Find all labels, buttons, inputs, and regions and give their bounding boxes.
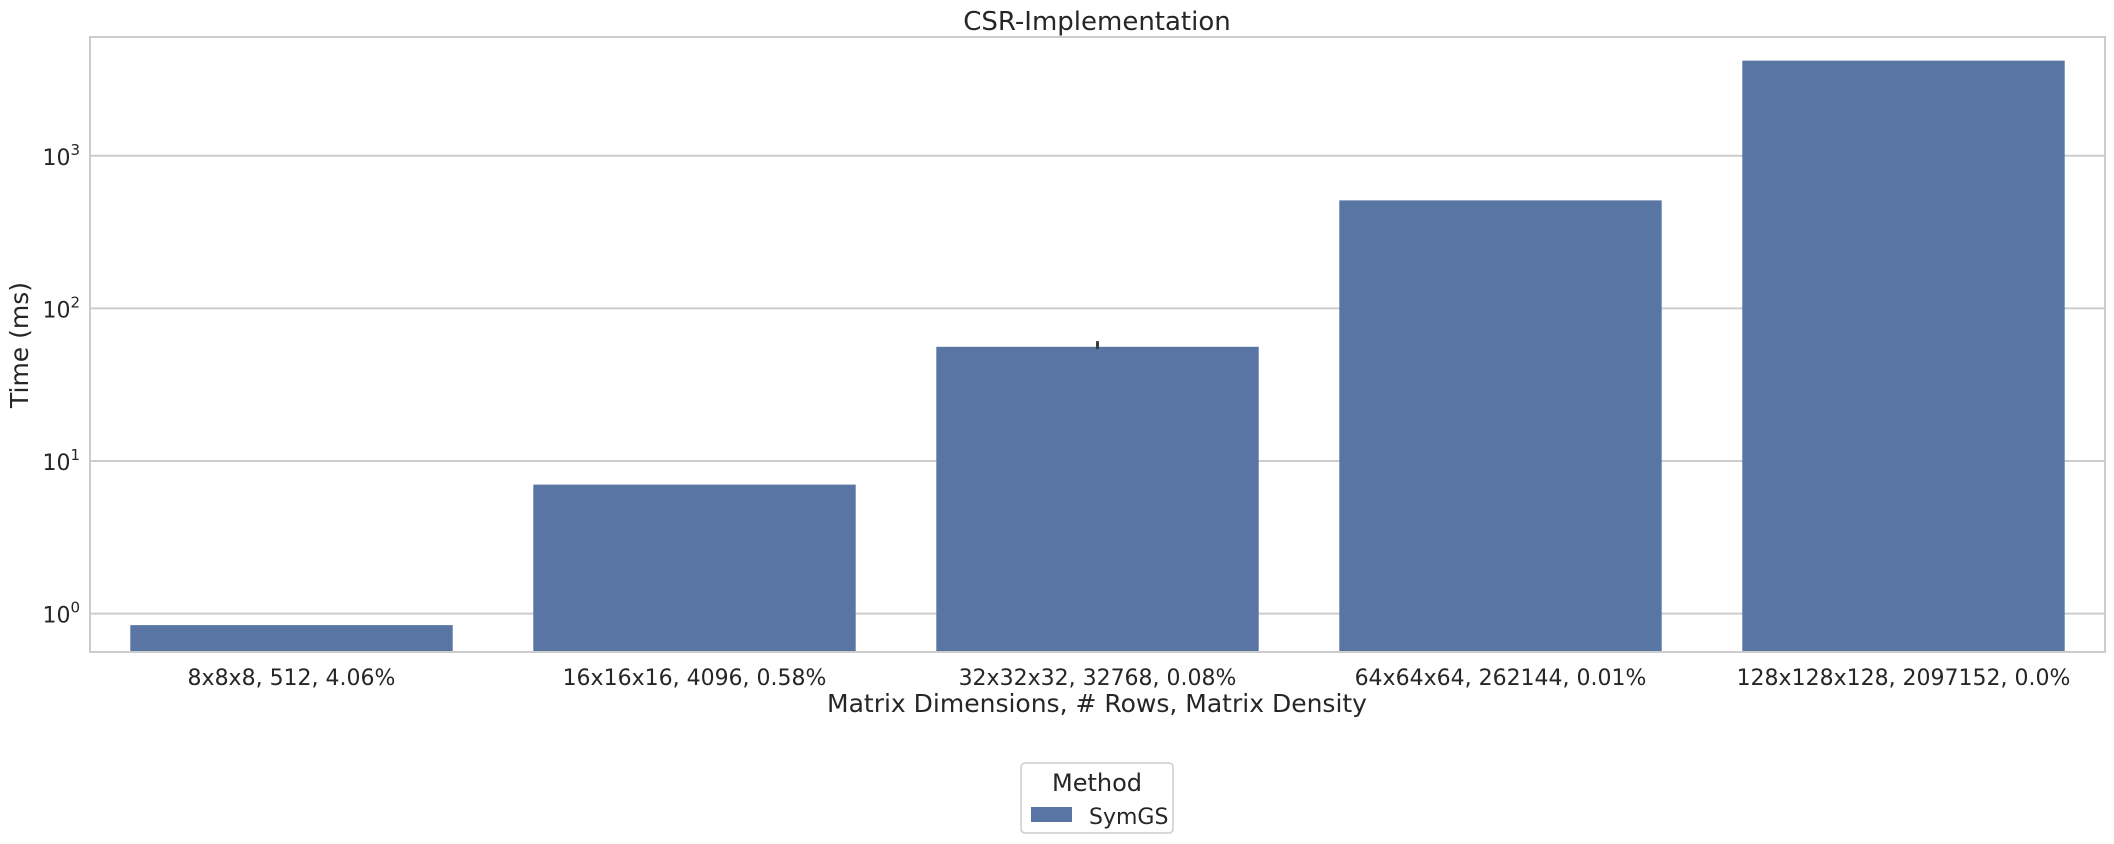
y-tick-labels: 100 101 102 103 [42, 141, 80, 629]
bar-1 [533, 484, 856, 652]
legend-label-symgs: SymGS [1089, 805, 1168, 830]
legend-swatch [1031, 807, 1072, 822]
x-tick-label: 128x128x128, 2097152, 0.0% [1737, 666, 2071, 691]
y-axis-label: Time (ms) [5, 282, 34, 409]
y-tick-label: 102 [42, 293, 80, 323]
legend: Method SymGS [1020, 762, 1174, 834]
bars [130, 60, 2065, 653]
bar-4 [1742, 60, 2065, 652]
x-tick-label: 8x8x8, 512, 4.06% [188, 666, 396, 691]
bar-0 [130, 625, 453, 652]
x-tick-label: 32x32x32, 32768, 0.08% [959, 666, 1237, 691]
x-tick-label: 16x16x16, 4096, 0.58% [563, 666, 827, 691]
legend-title: Method [1052, 769, 1142, 797]
chart-title: CSR-Implementation [963, 7, 1231, 37]
x-tick-label: 64x64x64, 262144, 0.01% [1355, 666, 1647, 691]
y-tick-label: 103 [42, 141, 80, 171]
plot-frame [89, 36, 2106, 653]
x-axis-label: Matrix Dimensions, # Rows, Matrix Densit… [827, 689, 1367, 718]
bar-2 [936, 346, 1259, 652]
x-tick-labels: 8x8x8, 512, 4.06% 16x16x16, 4096, 0.58% 32… [188, 666, 2071, 691]
y-tick-label: 100 [42, 599, 80, 629]
bar-3 [1339, 200, 1662, 653]
y-tick-label: 101 [42, 446, 80, 476]
